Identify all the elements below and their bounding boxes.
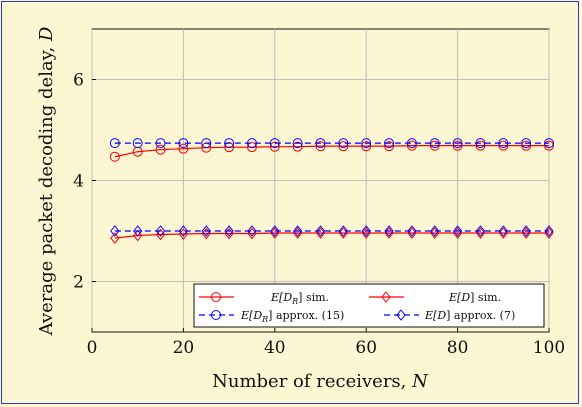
- series-1-point-4: [201, 227, 211, 240]
- x-tick-label-4: 80: [447, 338, 469, 358]
- x-tick-label-5: 100: [533, 338, 565, 358]
- series-2-point-4: [201, 138, 212, 149]
- series-1-point-0: [110, 232, 120, 244]
- series-3-point-1: [133, 225, 143, 237]
- series-3-point-18: [521, 225, 531, 237]
- series-1-point-5: [224, 227, 234, 240]
- series-3-point-13: [407, 225, 417, 237]
- series-3-point-17: [498, 225, 508, 237]
- series-0-point-8: [292, 141, 303, 152]
- series-2-point-16: [475, 138, 486, 149]
- ticks: 0 20 40 60 80 100 2 4 6: [73, 71, 565, 359]
- legend-label-0: E[DR] sim.: [270, 291, 329, 306]
- legend-marker-2: [211, 310, 221, 320]
- legend-marker-0: [211, 292, 221, 302]
- series-2-point-10: [338, 138, 349, 149]
- grid: [91, 29, 550, 332]
- series-3-point-11: [361, 225, 371, 237]
- legend-label-2: E[DR] approx. (15): [240, 309, 344, 324]
- series-2-point-19: [544, 138, 554, 149]
- series-2-point-0: [109, 138, 120, 149]
- legend-box: [193, 283, 545, 328]
- series-3-point-12: [384, 225, 394, 237]
- series-0-point-14: [429, 140, 440, 151]
- series-0-point-13: [406, 140, 417, 151]
- series-0-point-16: [475, 140, 486, 151]
- x-tick-label-2: 40: [264, 338, 286, 358]
- series-layer: [109, 138, 554, 244]
- series-2-point-2: [155, 138, 166, 149]
- series-3-point-7: [270, 225, 280, 237]
- x-tick-label-1: 20: [173, 338, 195, 358]
- series-0-point-10: [338, 141, 349, 152]
- series-0-point-2: [155, 144, 166, 155]
- series-0-point-9: [315, 141, 326, 152]
- series-1-point-6: [247, 227, 257, 240]
- series-2-point-17: [498, 138, 509, 149]
- y-tick-label-2: 6: [73, 71, 84, 91]
- series-3-point-15: [452, 225, 463, 237]
- series-0-point-7: [269, 141, 280, 152]
- series-3-point-2: [155, 225, 166, 237]
- series-3-point-4: [201, 225, 211, 237]
- series-2-point-14: [429, 138, 440, 149]
- x-axis-label: Number of receivers, N: [212, 371, 429, 392]
- series-2-point-9: [315, 138, 326, 149]
- series-2-point-7: [269, 138, 280, 149]
- series-3-point-10: [338, 225, 348, 237]
- series-0-point-3: [178, 143, 189, 154]
- y-axis-label: Average packet decoding delay, D: [36, 26, 57, 336]
- series-0-point-12: [384, 141, 395, 152]
- series-2-point-8: [292, 138, 303, 149]
- legend: E[DR] sim. E[D] sim. E[DR] approx. (15) …: [193, 283, 545, 328]
- series-0-point-18: [521, 140, 532, 151]
- series-2-point-6: [246, 138, 257, 149]
- series-0-point-6: [246, 142, 257, 153]
- legend-label-3: E[D] approx. (7): [424, 309, 515, 322]
- x-tick-label-3: 60: [355, 338, 377, 358]
- legend-marker-3: [396, 309, 406, 321]
- x-tick-label-0: 0: [87, 338, 98, 358]
- series-2-point-12: [384, 138, 395, 149]
- series-2-point-1: [132, 138, 143, 149]
- series-0-point-0: [109, 151, 120, 162]
- series-0-point-19: [544, 140, 554, 151]
- series-3-point-19: [544, 225, 554, 237]
- series-2-point-18: [521, 138, 532, 149]
- series-3-point-8: [293, 225, 303, 237]
- series-3-point-6: [247, 225, 257, 237]
- series-3-point-0: [110, 225, 120, 237]
- series-3-point-3: [178, 225, 189, 237]
- series-2-point-15: [452, 138, 463, 149]
- series-0-point-11: [361, 141, 372, 152]
- series-2-point-13: [406, 138, 417, 149]
- legend-label-1: E[D] sim.: [448, 291, 501, 304]
- series-1-point-1: [133, 229, 143, 242]
- series-2-point-11: [361, 138, 372, 149]
- series-3-point-14: [430, 225, 440, 237]
- y-tick-label-0: 2: [73, 273, 84, 293]
- series-3-point-5: [224, 225, 234, 237]
- series-2-point-5: [224, 138, 235, 149]
- series-3-point-9: [315, 225, 326, 237]
- y-tick-label-1: 4: [73, 172, 84, 192]
- series-0-point-17: [498, 140, 509, 151]
- series-0-point-15: [452, 140, 463, 151]
- series-3-point-16: [475, 225, 486, 237]
- series-2-point-3: [178, 138, 189, 149]
- legend-marker-1: [381, 291, 391, 303]
